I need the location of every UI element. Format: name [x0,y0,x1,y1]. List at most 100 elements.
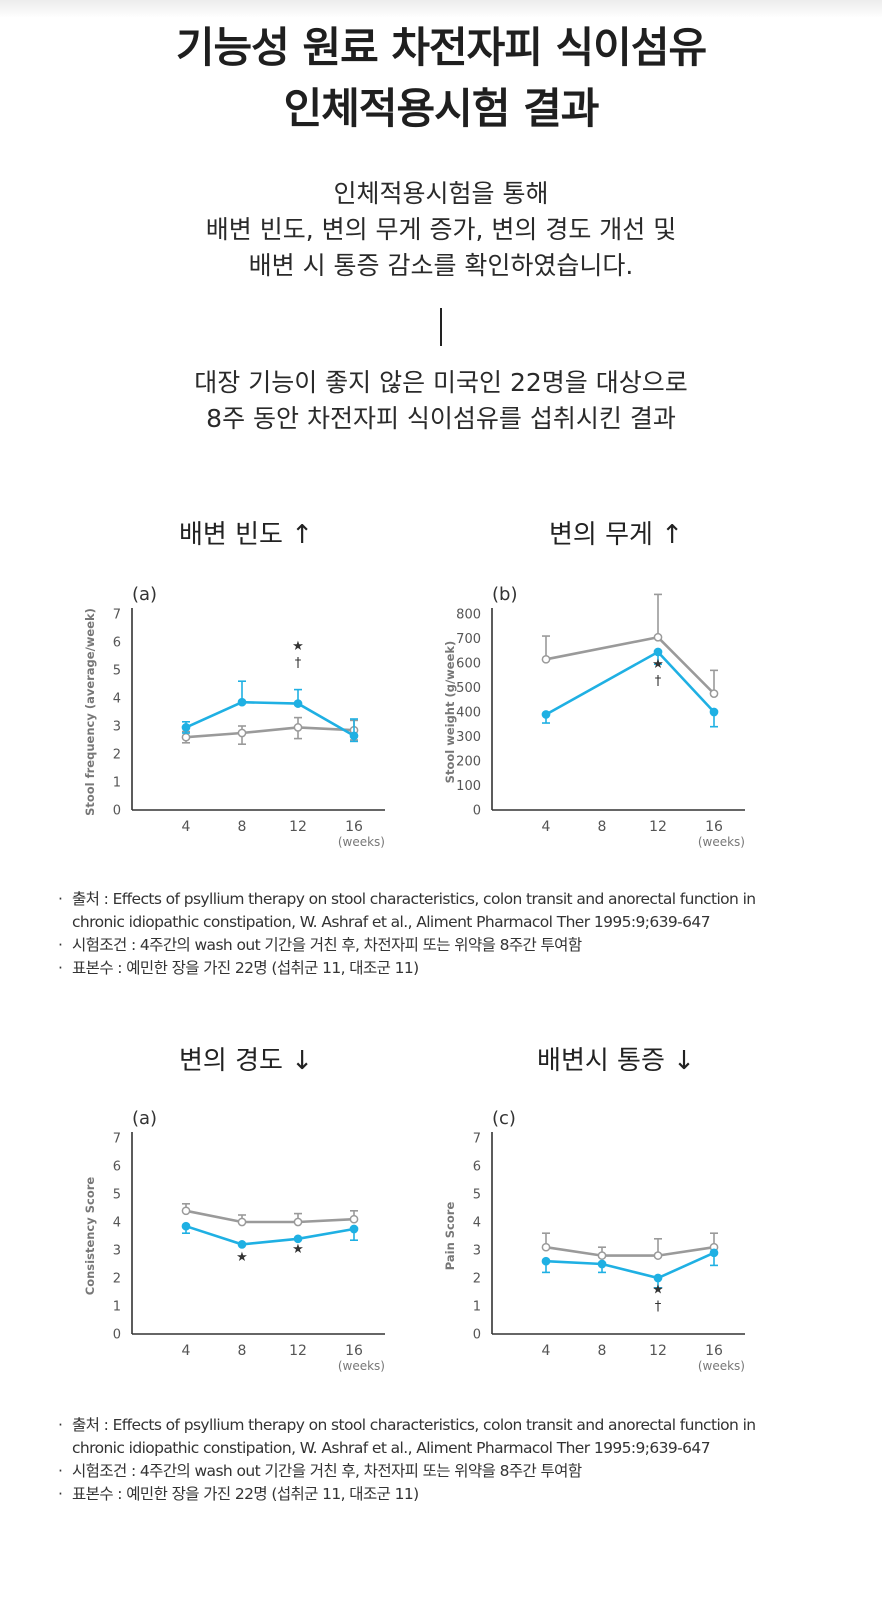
x-tick-label: 8 [598,819,607,835]
panel-label: (a) [132,1108,157,1129]
x-unit-label: (weeks) [338,835,385,849]
placebo-point [237,728,247,738]
note-source: · 출처 : Effects of psyllium therapy on st… [58,890,756,931]
significance-star: ★ [652,657,664,672]
intro-summary: 인체적용시험을 통해 배변 빈도, 변의 무게 증가, 변의 경도 개선 및 배… [0,176,882,284]
y-tick-label: 200 [456,755,481,770]
study-line-2: 8주 동안 차전자피 식이섬유를 섭취시킨 결과 [206,404,676,433]
psyllium-point [541,710,551,719]
page-title-line-1: 기능성 원료 차전자피 식이섬유 [175,23,707,72]
x-tick-label: 8 [238,1343,247,1359]
note-sample-size: · 표본수 : 예민한 장을 가진 22명 (섭취군 11, 대조군 11) [58,1485,419,1503]
placebo-point [181,732,191,742]
y-tick-label: 400 [456,706,481,721]
significance-dagger: † [655,1299,662,1314]
placebo-point [597,1251,607,1260]
panel-label: (a) [132,584,157,605]
significance-star: ★ [652,1282,664,1297]
y-tick-label: 500 [456,681,481,696]
psyllium-point [181,1221,191,1231]
placebo-line [545,1245,715,1257]
note-test-conditions: · 시험조건 : 4주간의 wash out 기간을 거친 후, 차전자피 또는… [58,1462,582,1480]
y-tick-label: 3 [473,1244,481,1259]
x-tick-label: 12 [649,1343,667,1359]
y-tick-label: 300 [456,730,481,745]
psyllium-line [185,1224,355,1246]
y-tick-label: 3 [113,720,121,735]
y-axis-title: Pain Score [443,1202,457,1271]
y-tick-label: 0 [113,1328,121,1343]
y-tick-label: 600 [456,657,481,672]
significance-dagger: † [295,656,302,671]
y-axis-title: Stool weight (g/week) [443,641,457,784]
psyllium-point [349,731,359,741]
notes-bottom: · 출처 : Effects of psyllium therapy on st… [58,1414,848,1506]
significance-dagger: † [655,674,662,689]
x-tick-label: 8 [238,819,247,835]
intro-line-3: 배변 시 통증 감소를 확인하였습니다. [248,251,634,280]
psyllium-point [237,697,247,707]
y-tick-label: 2 [113,748,121,763]
vertical-divider [440,308,442,346]
x-tick-label: 4 [182,819,191,835]
y-tick-label: 1 [113,776,121,791]
psyllium-point [709,1248,719,1258]
placebo-line [185,726,355,739]
y-tick-label: 0 [113,804,121,819]
x-tick-label: 16 [345,819,363,835]
y-axis-title: Consistency Score [83,1177,97,1296]
note-source: · 출처 : Effects of psyllium therapy on st… [58,1416,756,1457]
psyllium-point [293,1234,303,1244]
heading-defecation-pain: 배변시 통증 ↓ [537,1046,695,1076]
y-tick-label: 3 [113,1244,121,1259]
placebo-point [237,1217,247,1227]
y-tick-label: 2 [113,1272,121,1287]
placebo-point [293,723,303,732]
y-tick-label: 5 [113,664,121,679]
x-tick-label: 16 [345,1343,363,1359]
y-tick-label: 7 [473,1132,481,1147]
placebo-point [349,1214,359,1224]
heading-stool-frequency: 배변 빈도 ↑ [179,520,313,550]
significance-star: ★ [292,1242,304,1257]
placebo-point [541,654,551,664]
y-tick-label: 700 [456,632,481,647]
panel-label: (c) [492,1108,516,1129]
psyllium-point [293,699,303,708]
y-tick-label: 800 [456,608,481,623]
y-tick-label: 6 [113,636,121,651]
x-tick-label: 8 [598,1343,607,1359]
placebo-line [185,1209,355,1224]
y-tick-label: 5 [113,1188,121,1203]
intro-line-2: 배변 빈도, 변의 무게 증가, 변의 경도 개선 및 [205,215,677,244]
psyllium-point [709,707,719,717]
significance-star: ★ [292,639,304,654]
psyllium-point [653,1273,663,1283]
y-tick-label: 7 [113,608,121,623]
placebo-point [541,1242,551,1252]
y-tick-label: 4 [113,1216,121,1231]
intro-study-description: 대장 기능이 좋지 않은 미국인 22명을 대상으로 8주 동안 차전자피 식이… [0,365,882,437]
y-tick-label: 5 [473,1188,481,1203]
y-tick-label: 1 [473,1300,481,1315]
psyllium-point [349,1224,359,1234]
psyllium-point [597,1259,607,1269]
stool-weight-chart: (b) 0 100 200 300 400 500 600 700 800 4 8 12 16(weeks… [443,584,745,849]
placebo-point [709,689,719,698]
y-tick-label: 4 [113,692,121,707]
x-unit-label: (weeks) [698,1359,745,1373]
placebo-point [181,1206,191,1216]
x-tick-label: 4 [542,1343,551,1359]
note-sample-size: · 표본수 : 예민한 장을 가진 22명 (섭취군 11, 대조군 11) [58,959,419,977]
psyllium-line [185,700,355,737]
y-tick-label: 6 [473,1160,481,1175]
x-tick-label: 4 [182,1343,191,1359]
y-tick-label: 0 [473,1328,481,1343]
notes-top: · 출처 : Effects of psyllium therapy on st… [58,888,848,980]
study-line-1: 대장 기능이 좋지 않은 미국인 22명을 대상으로 [194,368,688,397]
x-tick-label: 12 [289,1343,307,1359]
psyllium-point [181,723,191,732]
heading-stool-weight: 변의 무게 ↑ [549,520,683,550]
